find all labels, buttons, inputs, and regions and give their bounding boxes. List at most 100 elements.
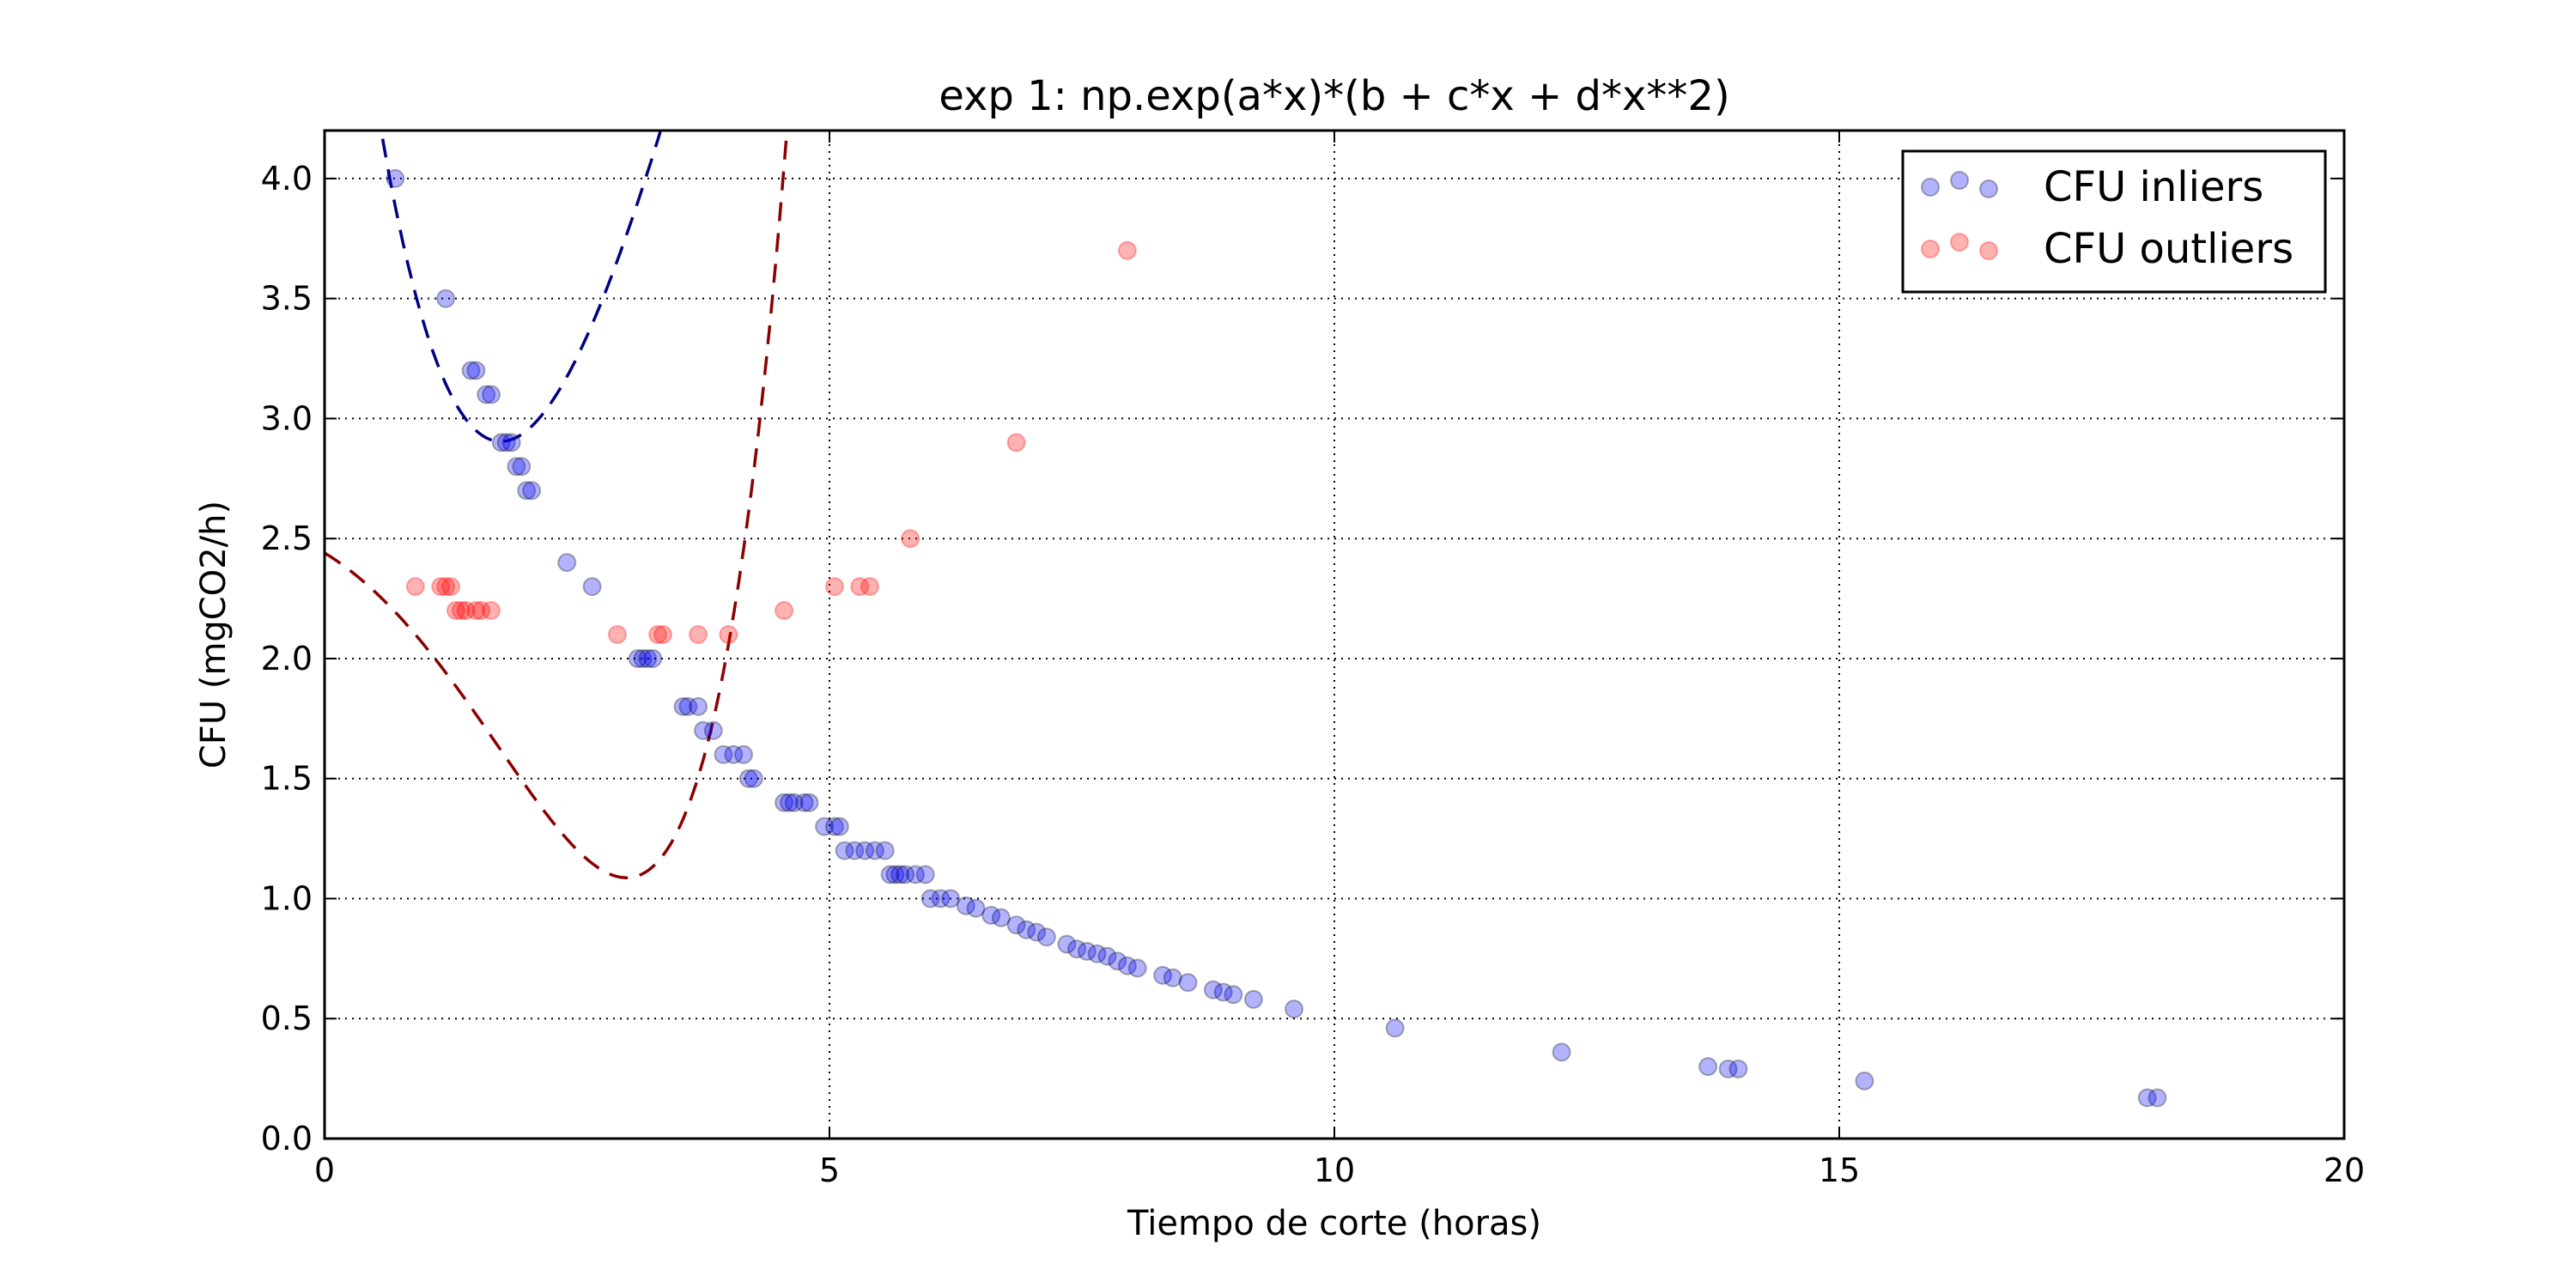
point-inlier <box>2137 1088 2157 1108</box>
point-inlier <box>1698 1057 1718 1077</box>
point-inlier <box>1017 920 1036 939</box>
point-outlier <box>648 625 668 644</box>
point-inlier <box>1006 915 1026 935</box>
point-inlier <box>1718 1059 1738 1078</box>
point-inlier <box>694 720 713 740</box>
point-inlier <box>628 649 647 668</box>
point-inlier <box>734 744 753 764</box>
point-outlier <box>456 601 476 620</box>
legend-label-inliers: CFU inliers <box>2044 163 2263 211</box>
point-inlier <box>799 793 819 812</box>
point-outlier <box>824 577 844 597</box>
point-inlier <box>1087 944 1107 963</box>
point-inlier <box>931 889 951 908</box>
legend-marker-outliers <box>1950 233 1969 252</box>
x-tick-label: 0 <box>314 1151 335 1189</box>
point-inlier <box>835 841 854 860</box>
axis-ticks: 0 5 10 15 20 0.0 0.5 1.0 1.5 2.0 2.5 3.0 3.5 4.0 <box>261 131 2365 1189</box>
legend-label-outliers: CFU outliers <box>2044 225 2293 273</box>
point-inlier <box>896 865 915 884</box>
point-outlier <box>719 625 738 644</box>
point-inlier <box>496 433 516 453</box>
legend-markers <box>1921 171 1998 260</box>
y-tick-label: 4.0 <box>261 160 313 197</box>
point-outlier <box>451 601 471 620</box>
point-inlier <box>885 865 905 884</box>
point-inlier <box>815 817 835 836</box>
point-inlier <box>966 898 986 918</box>
point-outlier <box>405 577 425 597</box>
y-axis-title: CFU (mgCO2/h) <box>194 501 234 769</box>
point-inlier <box>865 841 884 860</box>
point-inlier <box>703 720 723 740</box>
point-inlier <box>775 793 794 812</box>
point-inlier <box>1077 942 1097 961</box>
point-inlier <box>1178 973 1198 993</box>
point-inlier <box>1027 922 1047 942</box>
point-inlier <box>1108 951 1127 971</box>
point-outlier <box>446 601 465 620</box>
legend-marker-inliers <box>1921 178 1940 197</box>
point-inlier <box>1385 1018 1405 1038</box>
point-inlier <box>1213 982 1233 1002</box>
point-inlier <box>633 649 653 668</box>
y-tick-label: 3.5 <box>261 280 313 318</box>
fit-curve-outliers <box>324 137 788 879</box>
point-outlier <box>441 577 460 597</box>
point-inlier <box>477 385 496 404</box>
point-inlier <box>1855 1071 1874 1091</box>
y-tick-label: 0.5 <box>261 999 313 1037</box>
x-axis-title: Tiempo de corte (horas) <box>1127 1204 1541 1243</box>
fit-curves <box>324 131 788 879</box>
point-outlier <box>471 601 491 620</box>
point-inlier <box>880 865 900 884</box>
point-outlier <box>608 625 627 644</box>
point-inlier <box>1127 958 1147 978</box>
chart-title: exp 1: np.exp(a*x)*(b + c*x + d*x**2) <box>939 72 1729 120</box>
point-outlier <box>482 601 501 620</box>
y-tick-label: 2.0 <box>261 640 313 677</box>
point-inlier <box>386 168 405 188</box>
x-tick-label: 10 <box>1314 1151 1355 1189</box>
point-outlier <box>860 577 879 597</box>
y-tick-label: 1.0 <box>261 879 313 917</box>
point-inlier <box>981 906 1001 925</box>
point-inlier <box>1243 989 1263 1009</box>
point-inlier <box>1097 946 1117 966</box>
y-tick-label: 1.5 <box>261 760 313 798</box>
legend: CFU inliers CFU outliers <box>1901 149 2327 294</box>
point-inlier <box>1036 927 1056 947</box>
point-inlier <box>991 908 1011 927</box>
x-tick-label: 20 <box>2324 1151 2365 1189</box>
point-inlier <box>780 793 799 812</box>
point-inlier <box>1285 999 1303 1019</box>
point-inlier <box>517 481 537 501</box>
point-inlier <box>744 769 763 788</box>
point-inlier <box>724 744 744 764</box>
point-inlier <box>1224 985 1243 1005</box>
point-outlier <box>466 601 486 620</box>
point-inlier <box>507 457 526 477</box>
y-tick-label: 3.0 <box>261 399 313 437</box>
point-inlier <box>890 865 910 884</box>
point-outlier <box>653 625 672 644</box>
point-inlier <box>2148 1088 2167 1108</box>
point-inlier <box>845 841 865 860</box>
point-inlier <box>824 817 844 836</box>
point-outlier <box>431 577 451 597</box>
point-inlier <box>482 385 501 404</box>
legend-marker-inliers <box>1950 171 1969 190</box>
point-outlier <box>436 577 456 597</box>
point-inlier <box>794 793 814 812</box>
x-tick-label: 5 <box>819 1151 840 1189</box>
point-inlier <box>501 433 521 453</box>
point-outlier <box>901 529 920 549</box>
point-inlier <box>1203 980 1223 999</box>
point-inlier <box>906 865 925 884</box>
y-tick-label: 0.0 <box>261 1120 313 1157</box>
point-inlier <box>1163 968 1182 987</box>
point-inlier <box>557 553 577 573</box>
point-outlier <box>850 577 870 597</box>
point-inlier <box>522 481 542 501</box>
